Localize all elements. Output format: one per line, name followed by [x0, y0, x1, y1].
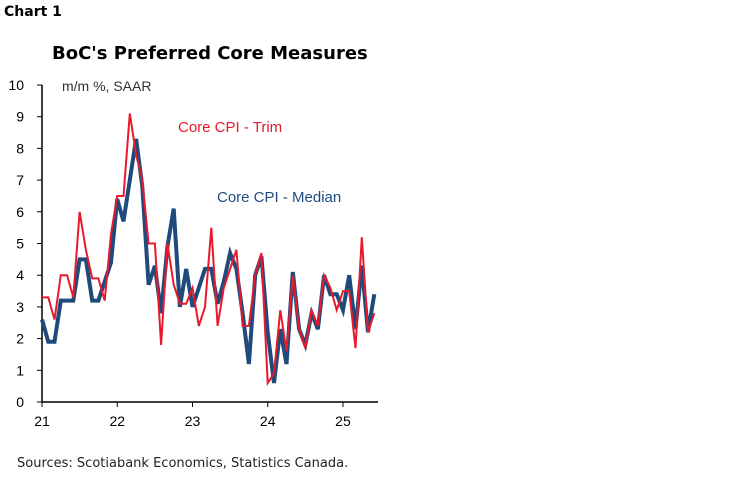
y-tick-label: 3: [16, 299, 24, 315]
chart-title: BoC's Preferred Core Measures: [52, 43, 368, 64]
chart-label: Chart 1: [4, 4, 62, 20]
source-note: Sources: Scotiabank Economics, Statistic…: [17, 456, 349, 471]
y-tick-label: 8: [16, 140, 24, 156]
legend-label-median: Core CPI - Median: [217, 189, 341, 206]
x-tick-label: 21: [34, 413, 50, 429]
y-tick-label: 2: [16, 331, 24, 347]
y-axis-unit-label: m/m %, SAAR: [62, 78, 151, 94]
y-tick-label: 6: [16, 204, 24, 220]
legend-label-trim: Core CPI - Trim: [178, 119, 282, 136]
y-tick-label: 7: [16, 172, 24, 188]
x-tick-label: 25: [335, 413, 351, 429]
x-tick-label: 24: [260, 413, 276, 429]
series-line-trim: [42, 113, 376, 387]
y-tick-label: 10: [8, 77, 24, 93]
y-tick-label: 0: [16, 394, 24, 410]
y-tick-label: 4: [16, 267, 24, 283]
y-tick-label: 1: [16, 362, 24, 378]
y-tick-label: 5: [16, 236, 24, 252]
x-tick-label: 23: [185, 413, 201, 429]
x-tick-label: 22: [109, 413, 125, 429]
y-tick-label: 9: [16, 109, 24, 125]
